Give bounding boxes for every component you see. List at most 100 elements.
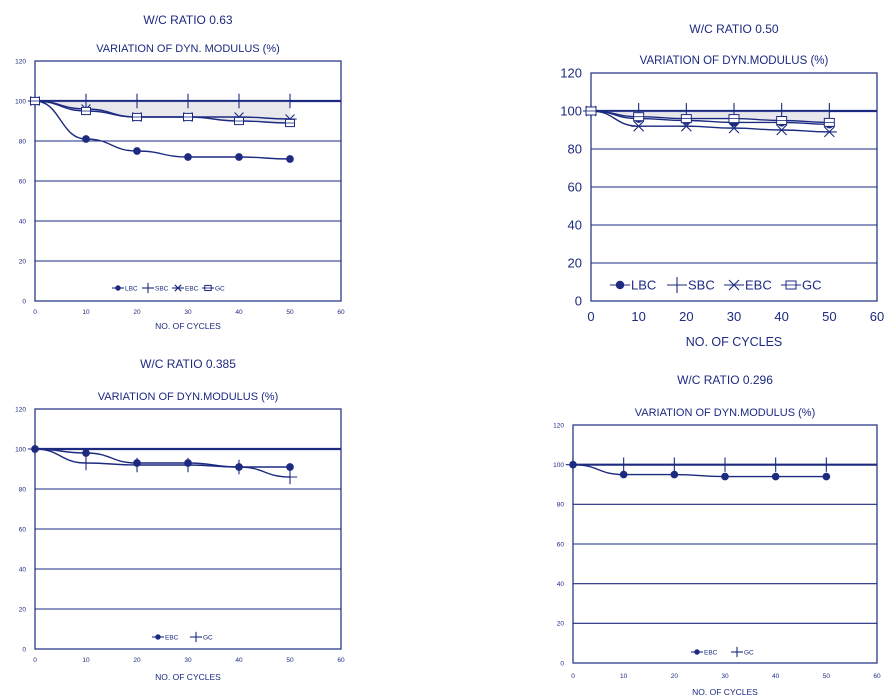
y-tick-label: 120 [560,66,582,81]
x-tick-label: 60 [337,657,345,664]
y-tick-label: 80 [19,138,27,145]
chart-panel-2: W/C RATIO 0.50 VARIATION OF DYN.MODULUS (… [560,22,884,349]
data-point [78,455,94,471]
y-tick-label: 100 [15,98,26,105]
legend-label: SBC [688,278,715,293]
x-tick-label: 20 [133,657,141,664]
data-point [184,153,192,161]
x-tick-label: 10 [620,673,628,680]
legend-label: LBC [125,285,138,292]
x-tick-label: 0 [33,657,37,664]
chart-title: W/C RATIO 0.50 [689,22,778,36]
data-point [565,457,581,472]
x-tick-label: 40 [772,673,780,680]
x-tick-label: 50 [286,657,294,664]
gc-band [591,111,830,123]
data-point [616,457,631,472]
y-tick-label: 60 [19,526,27,533]
chart-panel-4: W/C RATIO 0.296 VARIATION OF DYN.MODULUS … [553,373,881,697]
x-tick-label: 30 [721,673,729,680]
y-tick-label: 20 [19,606,27,613]
legend-label: GC [744,649,754,656]
y-tick-label: 80 [19,486,27,493]
legend-marker [190,631,202,643]
x-axis-label: NO. OF CYCLES [686,335,783,349]
data-point [822,472,831,481]
legend: EBC GC [152,631,213,643]
data-point [231,459,247,475]
series-sbc [27,93,298,109]
x-tick-label: 30 [184,657,192,664]
x-tick-label: 10 [631,309,645,324]
y-tick-label: 60 [568,180,582,195]
data-point [180,457,196,473]
legend: LBC SBC EBC GC [112,282,225,294]
data-point [821,126,837,138]
data-point [286,463,294,471]
legend: EBC GC [691,646,754,658]
x-tick-label: 10 [82,309,90,316]
x-tick-label: 40 [235,657,243,664]
legend-label: GC [215,285,225,292]
series-ebc [569,460,831,481]
data-point [819,457,834,472]
y-tick-label: 0 [22,646,26,653]
legend-label: GC [802,278,822,293]
legend: LBC SBC EBC GC [610,277,822,293]
x-axis-label: NO. OF CYCLES [692,687,758,697]
chart-subtitle: VARIATION OF DYN. MODULUS (%) [96,43,280,55]
series-ebc [583,105,837,138]
data-point [82,449,90,457]
legend-marker [731,646,743,658]
data-point [27,441,43,457]
data-point [286,155,294,163]
data-point [821,103,838,119]
y-tick-label: 0 [22,298,26,305]
data-point [721,472,729,481]
data-point [82,135,90,143]
x-tick-label: 20 [133,309,141,316]
legend-label: EBC [745,278,772,293]
x-tick-label: 60 [337,309,345,316]
y-tick-label: 120 [15,406,26,413]
data-point [235,153,243,161]
y-tick-label: 20 [19,258,27,265]
y-tick-label: 60 [557,541,565,548]
data-point [282,469,298,485]
chart-title: W/C RATIO 0.385 [140,357,236,371]
chart-panel-3: W/C RATIO 0.385 VARIATION OF DYN.MODULUS … [15,357,345,682]
data-point [282,93,298,109]
legend-marker [142,282,154,294]
y-tick-label: 120 [15,58,26,65]
legend-marker [115,285,121,291]
y-tick-label: 120 [553,422,564,429]
series-line [572,463,827,478]
data-point [78,93,94,109]
x-tick-label: 0 [571,673,575,680]
legend-marker [726,279,742,291]
data-point [231,93,247,109]
series-line [34,100,291,124]
data-point [774,124,790,136]
x-tick-label: 0 [33,309,37,316]
y-tick-label: 40 [557,581,565,588]
legend-label: EBC [185,285,199,292]
y-tick-label: 40 [568,218,582,233]
data-point [771,472,780,481]
data-point [726,122,742,134]
y-tick-label: 100 [15,446,26,453]
x-axis-label: NO. OF CYCLES [155,672,221,682]
x-tick-label: 20 [679,309,693,324]
legend-marker [173,284,183,292]
y-tick-label: 40 [19,218,27,225]
legend-label: LBC [631,278,656,293]
y-tick-label: 100 [553,462,564,469]
legend-marker [155,634,161,640]
data-point [670,470,679,479]
legend-marker [669,277,685,293]
y-tick-label: 40 [19,566,27,573]
data-point [180,93,196,109]
y-tick-label: 0 [560,660,564,667]
x-tick-label: 60 [870,309,884,324]
